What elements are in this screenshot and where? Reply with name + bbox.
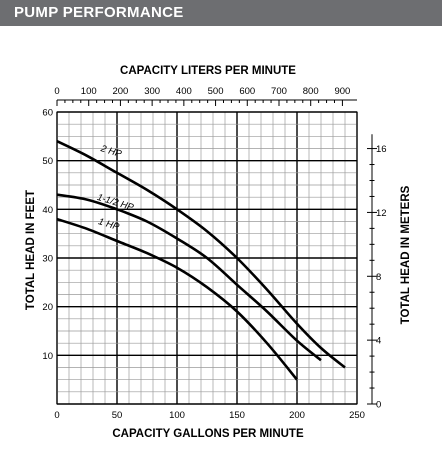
y2-tick-label: 8	[376, 272, 381, 283]
series-line-1-1-2-hp	[56, 193, 322, 362]
y-axis-title: TOTAL HEAD IN FEET	[25, 190, 37, 310]
y2-tick-label: 16	[376, 144, 387, 155]
y2-tick-label: 4	[376, 336, 381, 347]
x2-tick-label: 900	[334, 86, 350, 97]
y2-tick-label: 12	[376, 208, 387, 219]
x2-tick-label: 300	[144, 86, 160, 97]
y2-tick-label: 0	[376, 400, 381, 411]
x2-tick-label: 400	[176, 86, 192, 97]
x-tick-label: 50	[112, 410, 123, 421]
x2-tick-label: 100	[81, 86, 97, 97]
y-tick-label: 60	[42, 108, 53, 119]
x2-tick-label: 700	[271, 86, 287, 97]
x2-tick-label: 600	[239, 86, 255, 97]
x2-tick-label: 800	[303, 86, 319, 97]
x-tick-label: 250	[349, 410, 365, 421]
x-tick-label: 150	[229, 410, 245, 421]
y-tick-label: 50	[42, 156, 53, 167]
page-title: PUMP PERFORMANCE	[14, 4, 184, 21]
x-tick-label: 100	[169, 410, 185, 421]
x2-tick-label: 0	[54, 86, 59, 97]
series-line-2-hp	[56, 140, 346, 369]
header-bar: PUMP PERFORMANCE	[0, 0, 442, 26]
series-label-1-1-2-hp: 1-1/2 HP	[96, 192, 136, 214]
plot-frame	[56, 111, 358, 405]
y2-axis-title: TOTAL HEAD IN METERS	[400, 185, 412, 324]
series-line-1-hp	[56, 217, 299, 381]
y-tick-label: 30	[42, 254, 53, 265]
x2-tick-label: 200	[112, 86, 128, 97]
x2-tick-label: 500	[208, 86, 224, 97]
x2-axis-title: CAPACITY LITERS PER MINUTE	[120, 65, 296, 77]
x-tick-label: 200	[289, 410, 305, 421]
y-tick-label: 20	[42, 302, 53, 313]
x-tick-label: 0	[54, 410, 59, 421]
x-axis-title: CAPACITY GALLONS PER MINUTE	[112, 428, 304, 440]
y-tick-label: 40	[42, 205, 53, 216]
y-tick-label: 10	[42, 351, 53, 362]
series-label-2-hp: 2 HP	[98, 143, 123, 160]
